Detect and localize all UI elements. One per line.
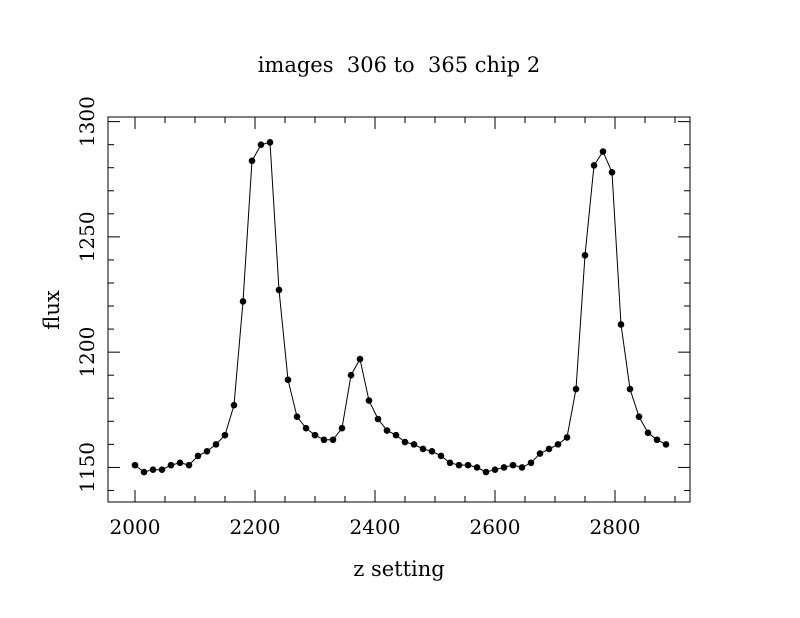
data-point bbox=[419, 445, 427, 453]
y-tick-label: 1200 bbox=[75, 327, 99, 378]
y-axis-ticks bbox=[108, 121, 690, 491]
x-axis-label: z setting bbox=[353, 557, 445, 581]
x-tick-label: 2600 bbox=[470, 515, 521, 539]
data-point bbox=[410, 441, 418, 448]
x-tick-label: 2200 bbox=[230, 515, 281, 539]
y-tick-label: 1300 bbox=[75, 96, 99, 147]
y-tick-label: 1250 bbox=[75, 211, 99, 262]
data-point bbox=[167, 461, 175, 469]
data-point bbox=[491, 466, 499, 474]
data-point bbox=[401, 438, 409, 446]
data-point bbox=[473, 464, 481, 471]
x-tick-label: 2400 bbox=[350, 515, 401, 539]
data-point bbox=[644, 429, 652, 437]
data-point bbox=[284, 376, 292, 384]
data-point bbox=[131, 461, 139, 469]
data-point bbox=[428, 447, 436, 455]
data-point bbox=[572, 385, 580, 393]
data-point bbox=[194, 452, 202, 460]
chart-title: images 306 to 365 chip 2 bbox=[258, 53, 541, 77]
data-point bbox=[392, 431, 400, 439]
data-point bbox=[365, 397, 373, 404]
data-point bbox=[275, 286, 283, 294]
data-point bbox=[590, 162, 598, 169]
data-point bbox=[302, 424, 310, 432]
y-tick-label: 1150 bbox=[75, 442, 99, 493]
data-point bbox=[266, 139, 274, 146]
data-point bbox=[626, 385, 634, 393]
data-point bbox=[536, 450, 544, 457]
data-point bbox=[500, 464, 508, 471]
data-point bbox=[329, 436, 337, 444]
data-point bbox=[635, 413, 643, 421]
data-point bbox=[221, 431, 229, 439]
data-point bbox=[239, 298, 247, 305]
data-point bbox=[662, 441, 670, 448]
data-point bbox=[581, 252, 589, 259]
data-point bbox=[599, 148, 607, 155]
x-axis-ticks bbox=[134, 117, 676, 502]
data-point bbox=[158, 466, 166, 474]
y-axis-tick-labels: 1150 1200 1250 1300 bbox=[75, 96, 99, 493]
data-point bbox=[509, 461, 517, 469]
data-point bbox=[311, 431, 319, 439]
data-point bbox=[149, 466, 157, 474]
data-point bbox=[518, 464, 526, 471]
data-point bbox=[437, 452, 445, 460]
data-point bbox=[374, 415, 382, 423]
data-point bbox=[212, 441, 220, 448]
data-point bbox=[176, 459, 184, 467]
data-point bbox=[140, 468, 148, 476]
data-point bbox=[446, 459, 454, 467]
data-point bbox=[347, 371, 355, 379]
data-point bbox=[230, 401, 238, 409]
data-point bbox=[257, 141, 265, 148]
data-point bbox=[554, 441, 562, 448]
data-point bbox=[248, 157, 256, 165]
y-axis-label: flux bbox=[40, 290, 64, 330]
data-point bbox=[338, 424, 346, 432]
data-point bbox=[482, 468, 490, 476]
data-point bbox=[455, 461, 463, 469]
data-point bbox=[653, 436, 661, 444]
data-point bbox=[356, 355, 364, 363]
data-point bbox=[320, 436, 328, 444]
data-point bbox=[383, 427, 391, 434]
data-point bbox=[527, 459, 535, 467]
x-tick-label: 2000 bbox=[110, 515, 161, 539]
data-point bbox=[203, 447, 211, 455]
data-point bbox=[464, 461, 472, 469]
data-point bbox=[545, 445, 553, 453]
series-line bbox=[134, 141, 667, 473]
data-points bbox=[131, 139, 670, 476]
data-point bbox=[617, 321, 625, 328]
data-point bbox=[185, 461, 193, 469]
x-tick-label: 2800 bbox=[590, 515, 641, 539]
data-point bbox=[293, 413, 301, 421]
data-point bbox=[563, 434, 571, 441]
plot-frame bbox=[107, 116, 691, 503]
data-point bbox=[608, 169, 616, 176]
x-axis-tick-labels: 2000 2200 2400 2600 2800 bbox=[110, 515, 641, 539]
